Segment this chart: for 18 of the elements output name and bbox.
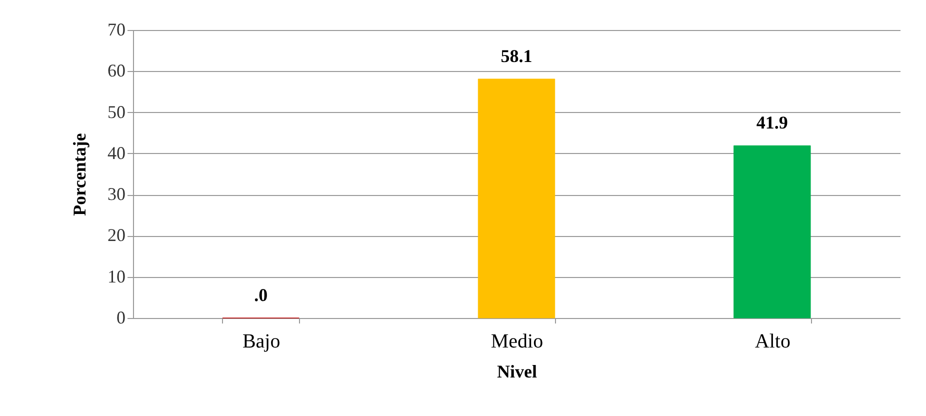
y-axis-title: Porcentaje xyxy=(70,133,90,216)
x-tick-label: Bajo xyxy=(242,330,280,352)
data-label: .0 xyxy=(254,285,268,305)
y-tick-label: 30 xyxy=(108,184,126,204)
data-label: 58.1 xyxy=(500,46,532,66)
x-tick-label: Alto xyxy=(754,330,790,352)
x-tick-label: Medio xyxy=(490,330,544,352)
bar xyxy=(734,145,811,318)
y-tick-label: 10 xyxy=(108,266,126,286)
y-tick-label: 50 xyxy=(108,102,126,122)
y-tick-label: 70 xyxy=(108,20,126,40)
bar xyxy=(478,78,556,318)
y-tick-label: 0 xyxy=(116,308,126,328)
data-label: 41.9 xyxy=(756,112,788,133)
x-axis-title: Nivel xyxy=(497,362,537,382)
y-tick-label: 20 xyxy=(108,225,126,246)
y-tick-label: 60 xyxy=(108,60,126,81)
y-tick-label: 40 xyxy=(108,142,126,163)
